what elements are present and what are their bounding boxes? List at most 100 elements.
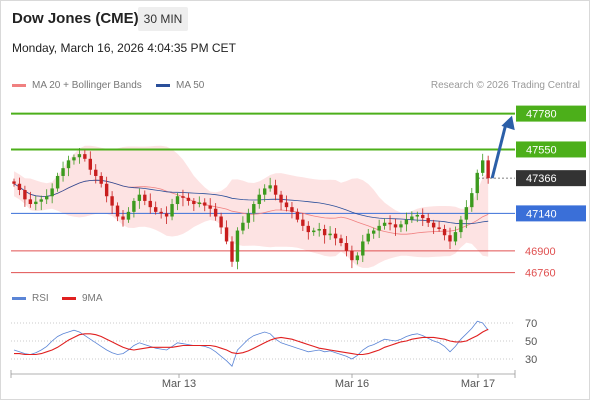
level-tags: 47780 47550 47366 47140 46900 46760 bbox=[516, 105, 586, 280]
candle-body bbox=[470, 193, 474, 208]
level-47140-tag bbox=[516, 205, 586, 222]
candle-body bbox=[312, 230, 316, 233]
candle-body bbox=[486, 160, 490, 179]
candle-body bbox=[459, 219, 463, 233]
legend-bollinger: MA 20 + Bollinger Bands bbox=[12, 80, 142, 91]
candle-body bbox=[159, 211, 163, 214]
candle-body bbox=[12, 181, 16, 184]
level-47550-label: 47550 bbox=[526, 144, 557, 156]
candle-body bbox=[322, 228, 327, 236]
candle-body bbox=[23, 190, 27, 200]
forecast-arrow-line bbox=[490, 123, 508, 179]
candle-body bbox=[104, 183, 109, 197]
candle-body bbox=[377, 225, 381, 231]
candle-body bbox=[88, 158, 92, 170]
candle-body bbox=[77, 154, 82, 158]
candle-body bbox=[110, 196, 114, 206]
candle-body bbox=[339, 238, 343, 244]
candle-body bbox=[83, 154, 87, 159]
candle-body bbox=[442, 228, 447, 236]
candle-body bbox=[301, 219, 305, 226]
candle-body bbox=[181, 196, 185, 198]
level-47780-label: 47780 bbox=[526, 109, 557, 121]
candle-body bbox=[197, 202, 201, 205]
legend-rsi-label: RSI bbox=[32, 293, 49, 304]
timeframe-button[interactable]: 30 MIN bbox=[138, 7, 188, 31]
candle-body bbox=[235, 230, 240, 262]
candle-body bbox=[426, 218, 430, 223]
candle-body bbox=[350, 250, 354, 261]
x-tick-label: Mar 16 bbox=[335, 378, 369, 390]
candle-body bbox=[219, 216, 223, 228]
candle-body bbox=[55, 175, 60, 189]
candle-body bbox=[121, 216, 125, 220]
candle-body bbox=[344, 243, 349, 251]
level-47140-label: 47140 bbox=[526, 208, 557, 220]
candle-body bbox=[17, 183, 22, 190]
moving-averages bbox=[13, 179, 489, 235]
candle-body bbox=[388, 222, 392, 225]
candle-body bbox=[372, 230, 376, 234]
rsi-tick-70: 70 bbox=[525, 318, 537, 330]
candle-body bbox=[28, 199, 33, 205]
candle-body bbox=[284, 202, 289, 208]
level-47366-label: 47366 bbox=[526, 173, 557, 185]
forecast-arrow-head bbox=[501, 115, 515, 131]
candle-body bbox=[39, 199, 43, 202]
candle-body bbox=[192, 200, 196, 205]
price-levels bbox=[11, 112, 515, 274]
level-46900-label: 46900 bbox=[525, 246, 556, 258]
candle-body bbox=[241, 222, 245, 231]
candle-body bbox=[306, 225, 310, 233]
legend-ma50: MA 50 bbox=[156, 80, 204, 91]
candle-body bbox=[268, 185, 272, 189]
rsi-tick-50: 50 bbox=[525, 336, 537, 348]
candle-body bbox=[175, 196, 180, 205]
ma50-line bbox=[13, 179, 489, 225]
candle-body bbox=[143, 194, 147, 201]
legend-rsi-ma: 9MA bbox=[62, 293, 103, 304]
legend-rsi-ma-label: 9MA bbox=[82, 293, 103, 304]
level-47366-tag bbox=[516, 170, 586, 187]
candle-body bbox=[421, 214, 425, 219]
ma50-swatch bbox=[156, 84, 170, 87]
rsi-ma-swatch bbox=[62, 297, 76, 300]
candle-body bbox=[34, 201, 38, 205]
candle-body bbox=[475, 172, 479, 194]
candle-body bbox=[208, 205, 212, 209]
candle-body bbox=[203, 202, 207, 206]
credit-label: Research © 2026 Trading Central bbox=[430, 80, 580, 91]
candle-body bbox=[399, 224, 403, 228]
level-47550-tag bbox=[516, 141, 586, 158]
candle-body bbox=[263, 188, 267, 195]
rsi-series-9ma bbox=[14, 328, 489, 356]
candle-body bbox=[317, 228, 321, 231]
candle-body bbox=[410, 216, 414, 220]
bollinger-swatch bbox=[12, 84, 26, 87]
legend-rsi: RSI bbox=[12, 293, 49, 304]
candle-body bbox=[246, 213, 251, 223]
candle-body bbox=[290, 207, 294, 212]
candle-body bbox=[431, 222, 436, 228]
candle-body bbox=[366, 233, 370, 242]
candle-body bbox=[132, 200, 136, 212]
bollinger-band bbox=[14, 145, 489, 268]
candle-body bbox=[186, 197, 191, 201]
rsi-series-rsi bbox=[13, 320, 489, 367]
forecast-arrow bbox=[490, 115, 515, 179]
candle-body bbox=[464, 207, 469, 220]
candle-body bbox=[393, 224, 398, 228]
candle-body bbox=[61, 168, 65, 176]
candles bbox=[12, 148, 490, 270]
legend-ma50-label: MA 50 bbox=[176, 80, 205, 91]
candle-body bbox=[148, 200, 152, 208]
candle-body bbox=[437, 227, 441, 229]
candle-body bbox=[230, 241, 234, 262]
candle-body bbox=[257, 194, 261, 205]
candle-body bbox=[481, 160, 485, 173]
candle-body bbox=[115, 205, 120, 217]
candle-body bbox=[164, 213, 169, 217]
candle-body bbox=[361, 241, 365, 256]
x-axis: Mar 13 Mar 16 Mar 17 bbox=[10, 370, 516, 390]
